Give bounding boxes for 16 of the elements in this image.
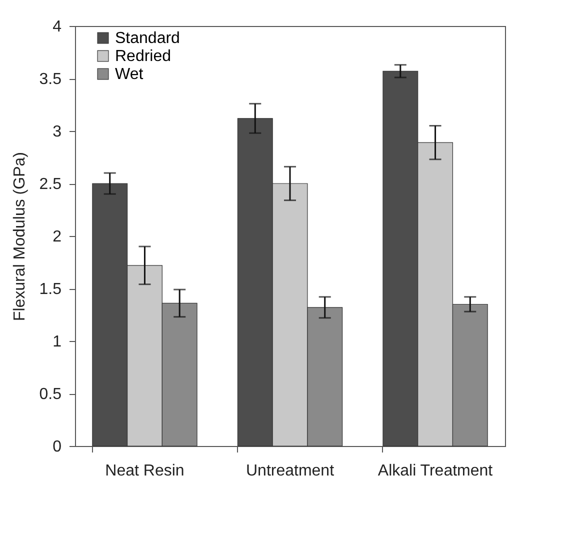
y-tick-label: 3 (52, 124, 62, 140)
x-tick-label: Neat Resin (105, 462, 184, 480)
y-tick-label: 0.5 (39, 386, 62, 403)
x-tick-label: Alkali Treatment (378, 462, 494, 480)
y-tick-label: 2 (52, 228, 62, 246)
y-tick-label: 0 (52, 438, 62, 456)
y-tick-label: 1 (52, 334, 62, 350)
y-tick-label: 2.5 (39, 176, 62, 193)
legend-label: Standard (115, 30, 180, 47)
y-axis-title: Flexural Modulus (GPa) (11, 152, 28, 321)
x-tick-label: Untreatment (246, 462, 335, 480)
y-tick-label: 4 (52, 18, 62, 36)
y-tick-label: 3.5 (39, 71, 62, 88)
legend-label: Redried (115, 48, 172, 65)
y-tick-label: 1.5 (39, 281, 62, 298)
legend-label: Wet (115, 66, 144, 83)
